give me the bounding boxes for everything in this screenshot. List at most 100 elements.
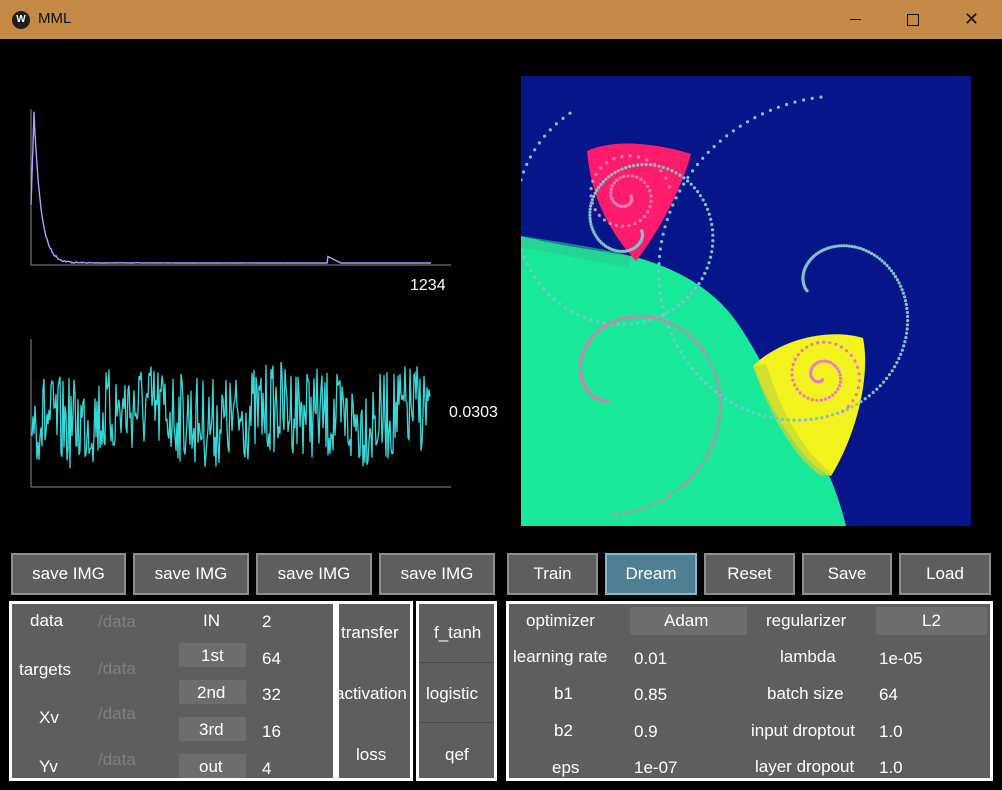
- sample-point: [595, 188, 599, 192]
- sample-point: [709, 255, 713, 259]
- sample-point: [607, 175, 611, 179]
- sample-point: [599, 183, 603, 187]
- sample-point: [618, 512, 622, 516]
- dream-button[interactable]: Dream: [603, 551, 699, 597]
- targets-path-field[interactable]: /data: [98, 659, 136, 678]
- b2-value[interactable]: 0.9: [634, 722, 658, 741]
- sample-point: [533, 275, 537, 279]
- layer-out-slot[interactable]: [179, 754, 246, 778]
- sample-point: [658, 247, 662, 251]
- sample-point: [836, 367, 840, 371]
- xv-path-field[interactable]: /data: [98, 704, 136, 723]
- save-img-button-1[interactable]: save IMG: [9, 551, 128, 597]
- sample-point: [611, 200, 616, 204]
- sample-point: [641, 506, 646, 510]
- sample-point: [597, 213, 601, 217]
- sample-point: [646, 210, 650, 214]
- sample-point: [613, 202, 618, 206]
- learning-rate-value[interactable]: 0.01: [634, 649, 668, 668]
- sample-point: [705, 454, 709, 458]
- layer-1st-slot[interactable]: [179, 643, 246, 667]
- activation-value-button[interactable]: logistic: [426, 684, 478, 703]
- sample-point: [710, 444, 714, 448]
- layer-in-value[interactable]: 2: [262, 612, 272, 631]
- sample-point: [710, 244, 715, 248]
- sample-point: [816, 341, 820, 345]
- sample-point: [693, 339, 697, 343]
- reset-button[interactable]: Reset: [702, 551, 797, 597]
- sample-point: [791, 362, 795, 367]
- layer-3rd-label: 3rd: [199, 720, 224, 739]
- sample-point: [618, 204, 622, 208]
- minimize-button[interactable]: [826, 0, 884, 39]
- layer-2nd-slot[interactable]: [179, 680, 246, 704]
- window-title: MML: [38, 10, 72, 27]
- input-dropout-value[interactable]: 1.0: [879, 722, 903, 741]
- data-path-field[interactable]: /data: [98, 612, 136, 631]
- sample-point: [582, 315, 587, 320]
- transfer-value-button[interactable]: f_tanh: [434, 623, 482, 642]
- save-img-button-2[interactable]: save IMG: [131, 551, 251, 597]
- layer-2nd-value[interactable]: 32: [262, 685, 281, 704]
- maximize-button[interactable]: [884, 0, 942, 39]
- layer-out-value[interactable]: 4: [262, 759, 272, 778]
- sample-point: [823, 397, 828, 401]
- sample-point: [668, 494, 672, 498]
- sample-point: [602, 321, 606, 325]
- layer-in-label: IN: [203, 611, 220, 630]
- train-button[interactable]: Train: [505, 551, 600, 597]
- lambda-label: lambda: [780, 647, 836, 666]
- sample-point: [716, 425, 720, 429]
- layer-1st-value[interactable]: 64: [262, 649, 281, 668]
- sample-point: [604, 177, 608, 181]
- sample-point: [690, 291, 694, 295]
- sample-point: [658, 499, 662, 503]
- b1-value[interactable]: 0.85: [634, 685, 668, 704]
- batch-size-value[interactable]: 64: [879, 685, 898, 704]
- sample-point: [657, 269, 661, 273]
- save-button[interactable]: Save: [800, 551, 894, 597]
- sample-point: [581, 351, 585, 355]
- sample-point: [859, 400, 863, 404]
- sample-point: [851, 399, 855, 403]
- loss-value-button[interactable]: qef: [445, 745, 469, 764]
- eps-value[interactable]: 1e-07: [634, 758, 678, 777]
- sample-point: [902, 344, 906, 348]
- sample-point: [769, 415, 773, 420]
- sample-point: [700, 277, 704, 281]
- regularizer-select[interactable]: [876, 607, 987, 635]
- layer-3rd-slot[interactable]: [179, 717, 246, 741]
- hyperparameter-panel: optimizer Adam regularizer L2 learning r…: [506, 601, 993, 781]
- yv-path-field[interactable]: /data: [98, 750, 136, 769]
- sample-point: [857, 379, 862, 383]
- sample-point: [738, 124, 742, 128]
- sample-point: [652, 162, 656, 167]
- sample-point: [713, 389, 718, 394]
- sample-point: [689, 476, 693, 480]
- close-button[interactable]: ✕: [942, 0, 1000, 39]
- lambda-value[interactable]: 1e-05: [879, 649, 923, 668]
- sample-point: [713, 373, 718, 377]
- layer-dropout-value[interactable]: 1.0: [879, 758, 903, 777]
- layer-3rd-value[interactable]: 16: [262, 722, 281, 741]
- sample-point: [845, 349, 849, 353]
- save-img-button-3[interactable]: save IMG: [254, 551, 374, 597]
- sample-point: [644, 163, 648, 167]
- sample-point: [837, 370, 841, 374]
- sample-point: [712, 440, 716, 444]
- sample-point: [853, 245, 857, 249]
- function-divider-1: [419, 662, 494, 663]
- metric-readout: 0.0303: [449, 404, 498, 421]
- sample-point: [745, 120, 750, 124]
- sample-point: [687, 333, 691, 337]
- load-button[interactable]: Load: [897, 551, 993, 597]
- sample-point: [693, 286, 698, 291]
- save-img-button-4[interactable]: save IMG: [377, 551, 497, 597]
- sample-point: [829, 245, 833, 249]
- optimizer-select[interactable]: [630, 607, 747, 635]
- sample-point: [849, 353, 853, 358]
- sample-point: [620, 167, 624, 171]
- metric-plot: [30, 339, 451, 488]
- sample-point: [716, 382, 720, 386]
- sample-point: [895, 361, 899, 365]
